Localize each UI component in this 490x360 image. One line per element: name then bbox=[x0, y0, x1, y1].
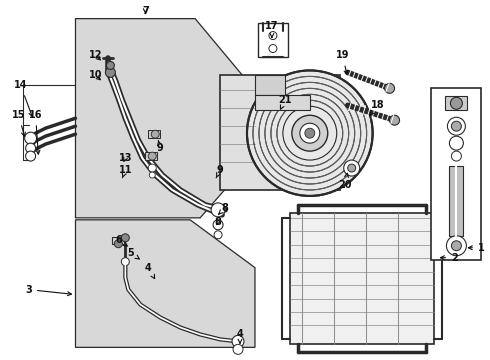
Text: 2: 2 bbox=[441, 253, 458, 263]
Circle shape bbox=[451, 151, 462, 161]
Circle shape bbox=[385, 84, 394, 93]
Text: 20: 20 bbox=[338, 173, 351, 190]
Bar bbox=[255, 95, 310, 110]
Text: 18: 18 bbox=[370, 100, 385, 116]
Circle shape bbox=[447, 117, 465, 135]
Text: 15: 15 bbox=[12, 110, 25, 136]
Circle shape bbox=[106, 62, 114, 69]
Text: 13: 13 bbox=[119, 153, 132, 163]
Text: 9: 9 bbox=[157, 140, 164, 153]
Bar bbox=[255, 75, 285, 95]
Circle shape bbox=[25, 151, 36, 161]
Circle shape bbox=[122, 234, 129, 242]
Circle shape bbox=[24, 132, 37, 144]
Circle shape bbox=[305, 128, 315, 138]
Circle shape bbox=[449, 136, 464, 150]
Text: 12: 12 bbox=[89, 50, 102, 60]
Bar bbox=[258, 23, 288, 58]
Text: 8: 8 bbox=[215, 217, 221, 227]
Bar bbox=[290, 213, 435, 345]
Circle shape bbox=[25, 143, 36, 153]
Bar bbox=[449, 166, 464, 236]
Bar bbox=[445, 96, 467, 110]
Text: 17: 17 bbox=[265, 21, 279, 37]
Circle shape bbox=[269, 45, 277, 53]
Circle shape bbox=[232, 336, 244, 347]
Circle shape bbox=[151, 130, 159, 138]
Text: 16: 16 bbox=[29, 110, 42, 154]
Circle shape bbox=[105, 67, 115, 77]
Text: 1: 1 bbox=[468, 243, 485, 253]
Circle shape bbox=[300, 123, 320, 143]
Circle shape bbox=[292, 115, 328, 151]
Circle shape bbox=[343, 160, 360, 176]
Text: 6: 6 bbox=[115, 235, 127, 246]
Bar bbox=[432, 88, 481, 260]
Text: 4: 4 bbox=[145, 263, 155, 279]
Polygon shape bbox=[75, 19, 255, 218]
Text: 7: 7 bbox=[142, 6, 148, 15]
Circle shape bbox=[122, 258, 129, 266]
Bar bbox=[220, 75, 340, 190]
Text: 14: 14 bbox=[14, 80, 33, 117]
Circle shape bbox=[148, 164, 156, 172]
Polygon shape bbox=[75, 220, 255, 347]
Circle shape bbox=[451, 241, 462, 251]
Circle shape bbox=[149, 172, 155, 178]
Circle shape bbox=[213, 220, 223, 230]
Circle shape bbox=[269, 32, 277, 40]
Circle shape bbox=[450, 97, 463, 109]
Circle shape bbox=[348, 164, 356, 172]
Circle shape bbox=[390, 115, 399, 125]
Circle shape bbox=[451, 121, 462, 131]
Circle shape bbox=[211, 203, 225, 217]
Text: 5: 5 bbox=[127, 248, 139, 259]
Text: 9: 9 bbox=[216, 165, 223, 178]
Circle shape bbox=[247, 71, 372, 196]
Bar bbox=[112, 237, 124, 244]
Text: 11: 11 bbox=[119, 165, 132, 178]
Text: 19: 19 bbox=[336, 50, 349, 75]
Circle shape bbox=[446, 236, 466, 256]
Circle shape bbox=[233, 345, 243, 354]
Text: 8: 8 bbox=[219, 203, 228, 214]
Text: 10: 10 bbox=[89, 71, 102, 80]
Text: 21: 21 bbox=[278, 95, 292, 109]
Text: 3: 3 bbox=[25, 284, 72, 296]
Bar bbox=[145, 152, 157, 160]
Text: 4: 4 bbox=[237, 329, 244, 343]
Circle shape bbox=[148, 152, 156, 160]
Circle shape bbox=[214, 231, 222, 239]
Bar bbox=[148, 130, 160, 138]
Circle shape bbox=[114, 240, 122, 248]
